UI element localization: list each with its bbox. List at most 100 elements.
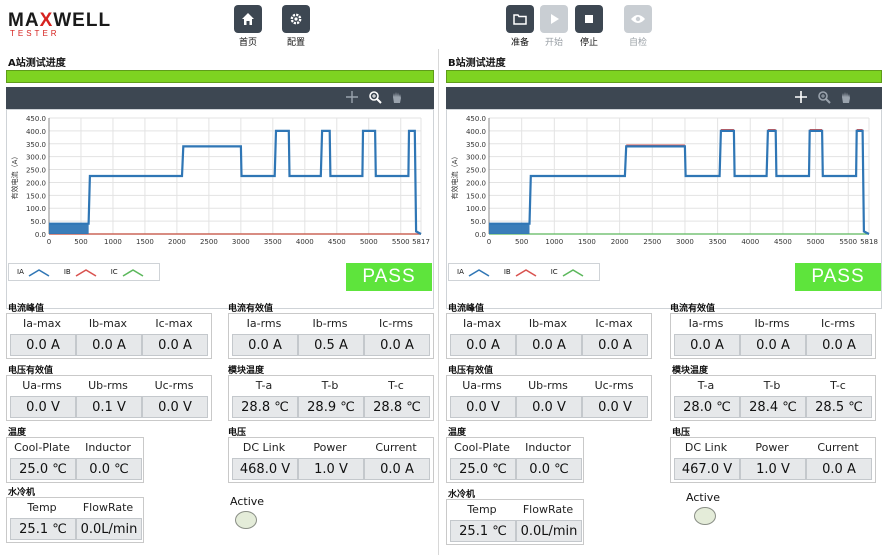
b-cool-plate-value: 25.0 ℃: [450, 458, 516, 480]
a-ic-rms-value: 0.0 A: [364, 334, 430, 356]
a-power-label: Power: [313, 441, 347, 454]
chart-b-ytick-label: 450.0: [466, 115, 486, 123]
chart-b-ytick-label: 0.0: [475, 231, 486, 239]
chart-b-xtick-label: 4000: [741, 238, 759, 246]
a-water-temp-label: Temp: [27, 501, 57, 514]
a-ic-max-value: 0.0 A: [142, 334, 208, 356]
a-flowrate-label: FlowRate: [82, 501, 134, 514]
b-inductor-label: Inductor: [525, 441, 571, 454]
b-power-value: 1.0 V: [740, 458, 806, 480]
chart-b-xtick-label: 0: [487, 238, 491, 246]
chart-b-xtick-label: 5000: [807, 238, 825, 246]
b-flowrate-label: FlowRate: [522, 503, 574, 516]
a-ib-rms-label: Ib-rms: [312, 317, 348, 330]
start-button[interactable]: [540, 5, 568, 33]
a-ub-rms-value: 0.1 V: [76, 396, 142, 418]
a-voltage-rms-group: Ua-rms Ub-rms Uc-rms 0.0 V 0.1 V 0.0 V: [6, 375, 212, 421]
a-inductor-value: 0.0 ℃: [76, 458, 142, 480]
station-a-progress-bar: [6, 70, 434, 83]
legend-ia: IA: [17, 268, 50, 277]
chart-b-xtick-label: 5818: [860, 238, 878, 246]
chart-b-ytick-label: 150.0: [466, 192, 486, 200]
b-uc-rms-label: Uc-rms: [594, 379, 634, 392]
b-flowrate-value: 0.0L/min: [516, 520, 582, 542]
a-ub-rms-label: Ub-rms: [88, 379, 128, 392]
a-current-label: Current: [375, 441, 417, 454]
folder-icon: [513, 14, 527, 25]
a-ia-max-label: Ia-max: [23, 317, 61, 330]
a-current-peak-title: 电流峰值: [8, 304, 45, 314]
pan-hand-icon[interactable]: [390, 90, 404, 104]
logo-subtitle: TESTER: [10, 29, 60, 38]
a-current-rms-group: Ia-rms Ib-rms Ic-rms 0.0 A 0.5 A 0.0 A: [228, 313, 434, 359]
home-button[interactable]: [234, 5, 262, 33]
a-power-value: 1.0 V: [298, 458, 364, 480]
maxwell-logo: MAXWELL: [8, 10, 112, 31]
b-ib-max-value: 0.0 A: [516, 334, 582, 356]
b-ua-rms-label: Ua-rms: [462, 379, 502, 392]
chart-a-ytick-label: 200.0: [26, 179, 46, 187]
chart-b-xtick-label: 5500: [839, 238, 857, 246]
chart-b-series-ia: [489, 129, 870, 235]
home-icon: [242, 13, 254, 25]
prepare-button[interactable]: [506, 5, 534, 33]
a-ta-label: T-a: [255, 379, 273, 392]
chart-a-xtick-label: 5817: [412, 238, 430, 246]
chart-a-ytick-label: 450.0: [26, 115, 46, 123]
a-uc-rms-label: Uc-rms: [154, 379, 194, 392]
chart-b-ytick-label: 200.0: [466, 179, 486, 187]
b-ib-rms-value: 0.0 A: [740, 334, 806, 356]
chart-a-ytick-label: 50.0: [30, 218, 46, 226]
chart-b-xtick-label: 2000: [611, 238, 629, 246]
station-b-result-badge: PASS: [795, 263, 881, 291]
a-current-value: 0.0 A: [364, 458, 430, 480]
start-label: 开始: [544, 38, 563, 48]
b-water-temp-label: Temp: [467, 503, 497, 516]
chart-b-series-ib: [626, 129, 863, 146]
a-ua-rms-value: 0.0 V: [10, 396, 76, 418]
b-ub-rms-label: Ub-rms: [528, 379, 568, 392]
a-dc-link-label: DC Link: [242, 441, 286, 454]
chart-a-ia-start-fill: [49, 223, 89, 234]
chart-a-xtick-label: 4500: [328, 238, 346, 246]
zoom-icon[interactable]: [368, 90, 382, 104]
b-voltage-group: DC Link Power Current 467.0 V 1.0 V 0.0 …: [670, 437, 876, 483]
b-current-peak-group: Ia-max Ib-max Ic-max 0.0 A 0.0 A 0.0 A: [446, 313, 652, 359]
b-ub-rms-value: 0.0 V: [516, 396, 582, 418]
crosshair-icon[interactable]: [345, 90, 359, 104]
chart-b-ytick-label: 100.0: [466, 205, 486, 213]
zoom-icon[interactable]: [817, 90, 831, 104]
b-water-cooling-title: 水冷机: [448, 490, 476, 500]
b-dc-link-value: 467.0 V: [674, 458, 740, 480]
b-module-temp-group: T-a T-b T-c 28.0 ℃ 28.4 ℃ 28.5 ℃: [670, 375, 876, 421]
a-current-peak-group: Ia-max Ib-max Ic-max 0.0 A 0.0 A 0.0 A: [6, 313, 212, 359]
chart-b-ytick-label: 350.0: [466, 141, 486, 149]
b-active-indicator: [694, 507, 716, 525]
a-active-indicator: [235, 511, 257, 529]
chart-a-ytick-label: 350.0: [26, 141, 46, 149]
chart-a-xtick-label: 3000: [232, 238, 250, 246]
config-button[interactable]: [282, 5, 310, 33]
chart-a-series-ia: [49, 129, 422, 235]
b-active-label: Active: [686, 491, 721, 504]
chart-a-xtick-label: 1500: [136, 238, 154, 246]
b-voltage-title: 电压: [672, 428, 691, 438]
selfcheck-button[interactable]: [624, 5, 652, 33]
chart-a-xtick-label: 4000: [296, 238, 314, 246]
chart-b-xtick-label: 500: [515, 238, 528, 246]
a-ua-rms-label: Ua-rms: [22, 379, 62, 392]
b-ia-rms-value: 0.0 A: [674, 334, 740, 356]
a-temperature-group: Cool-Plate Inductor 25.0 ℃ 0.0 ℃: [6, 437, 144, 483]
stop-icon: [585, 15, 593, 23]
b-voltage-rms-group: Ua-rms Ub-rms Uc-rms 0.0 V 0.0 V 0.0 V: [446, 375, 652, 421]
pan-hand-icon[interactable]: [839, 90, 853, 104]
a-active-label: Active: [230, 495, 265, 508]
prepare-label: 准备: [510, 38, 529, 48]
chart-a-xtick-label: 500: [74, 238, 87, 246]
a-voltage-group: DC Link Power Current 468.0 V 1.0 V 0.0 …: [228, 437, 434, 483]
a-water-temp-value: 25.1 ℃: [10, 518, 76, 540]
crosshair-icon[interactable]: [794, 90, 808, 104]
stop-button[interactable]: [575, 5, 603, 33]
a-cool-plate-label: Cool-Plate: [14, 441, 70, 454]
home-label: 首页: [238, 38, 257, 48]
